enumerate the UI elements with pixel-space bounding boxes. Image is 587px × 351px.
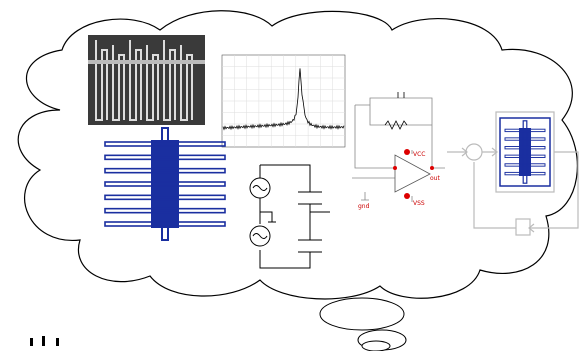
proof-mass	[151, 140, 179, 228]
sem-bar	[88, 60, 205, 64]
dots	[30, 336, 59, 346]
page: VCC VSS out gnd (() => { const data = JS…	[0, 0, 587, 351]
proof-mass	[519, 128, 531, 176]
thought-bubble	[320, 298, 404, 330]
gnd-label: gnd	[358, 203, 370, 210]
out-label: out	[430, 175, 440, 182]
vss-label: VSS	[413, 200, 425, 207]
spectrum-plot	[222, 55, 345, 147]
thought-bubble	[362, 341, 390, 351]
sem-photo	[88, 35, 205, 125]
vcc-label: VCC	[413, 151, 425, 158]
diagram: VCC VSS out gnd	[0, 0, 587, 351]
